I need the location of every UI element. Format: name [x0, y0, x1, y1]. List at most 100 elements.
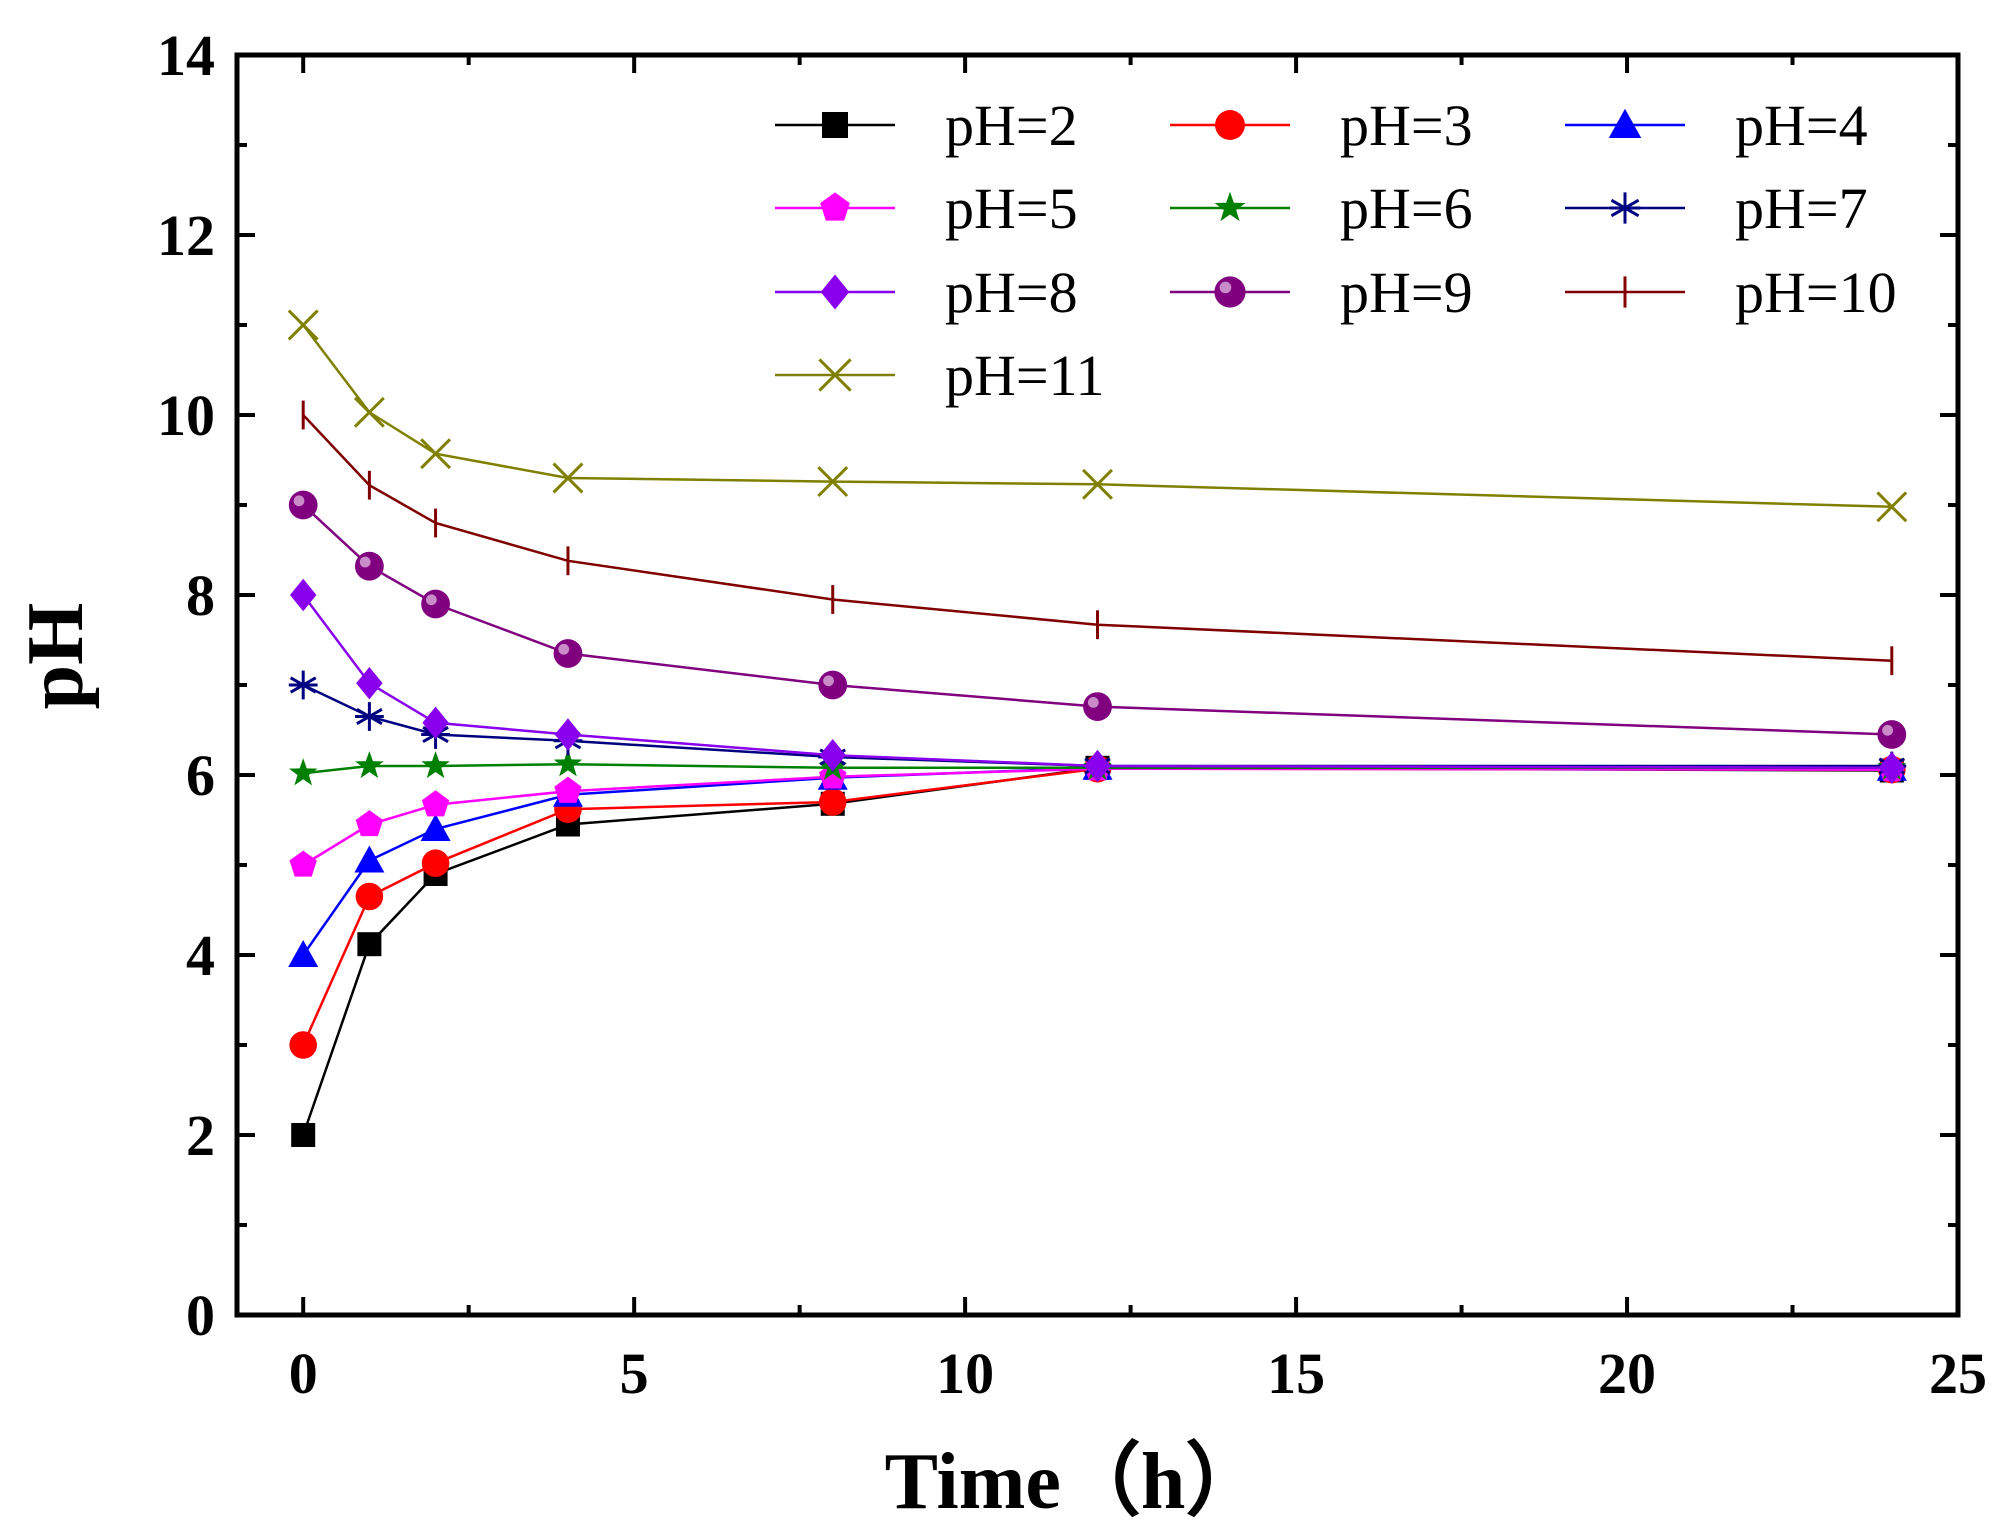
diamond-marker: [820, 274, 850, 310]
legend-label: pH=4: [1735, 93, 1868, 158]
sphere-body: [421, 589, 450, 619]
legend-item: pH=4: [1565, 93, 1868, 158]
series-ph-2: [291, 755, 1904, 1147]
x-tick-label: 25: [1929, 1341, 1987, 1406]
triangle-marker: [1608, 108, 1642, 138]
data-point: [291, 1123, 316, 1147]
series-layer: [287, 309, 1908, 1147]
asterisk-marker: [1609, 192, 1641, 224]
pentagon-marker: [820, 192, 850, 221]
data-point: [1083, 692, 1112, 721]
data-point: [421, 751, 450, 779]
sphere-highlight: [1087, 697, 1099, 708]
legend-item: pH=6: [1170, 176, 1473, 241]
legend-label: pH=11: [945, 343, 1104, 408]
y-tick-label: 12: [157, 203, 215, 268]
sphere-body: [818, 670, 848, 700]
data-point: [288, 490, 318, 520]
y-tick-label: 0: [186, 1283, 215, 1348]
data-point: [357, 932, 382, 957]
data-point: [1084, 749, 1111, 783]
x-tick-label: 20: [1598, 1341, 1656, 1406]
data-point: [289, 1031, 317, 1059]
sphere-body: [1877, 720, 1907, 749]
data-point: [553, 639, 583, 668]
legend-label: pH=6: [1340, 176, 1473, 241]
legend-item: pH=10: [1565, 260, 1897, 325]
data-point: [421, 790, 450, 817]
sphere-highlight: [558, 643, 570, 655]
data-point: [421, 849, 450, 877]
series-line: [302, 767, 1892, 1046]
data-point: [420, 438, 452, 470]
x-tick-label: 10: [936, 1341, 994, 1406]
x-tick-label: 0: [289, 1341, 318, 1406]
circle-marker: [1215, 110, 1245, 140]
data-point: [288, 758, 318, 786]
plot-frame: [234, 52, 1961, 1318]
data-point: [289, 850, 317, 877]
square-marker: [822, 112, 848, 138]
series-ph-11: [287, 309, 1908, 523]
x-stroke: [818, 358, 852, 392]
data-point: [354, 845, 385, 873]
x-stroke: [353, 396, 385, 428]
axes: 0 5 10 15 20 25 0 2 4 6 8 10 12 14: [157, 23, 1987, 1406]
y-axis-title: pH: [12, 603, 100, 710]
sphere-highlight: [1219, 281, 1232, 294]
x-stroke: [1876, 491, 1908, 523]
data-point: [1877, 720, 1907, 749]
data-point: [1878, 751, 1906, 784]
x-marker: [818, 358, 852, 392]
legend-label: pH=2: [945, 93, 1078, 158]
x-stroke: [552, 462, 584, 494]
y-tick-label: 4: [186, 923, 215, 988]
data-point: [289, 578, 317, 612]
x-stroke: [1082, 468, 1113, 500]
legend-item: pH=5: [775, 176, 1078, 241]
y-tick-label: 10: [157, 383, 215, 448]
x-stroke: [420, 438, 452, 470]
legend-label: pH=5: [945, 176, 1078, 241]
data-point: [354, 551, 384, 581]
sphere-marker: [1214, 276, 1246, 308]
sphere-highlight: [359, 556, 371, 568]
sphere-highlight: [293, 495, 305, 507]
data-point: [1082, 468, 1113, 500]
y-tick-label: 6: [186, 743, 215, 808]
legend-label: pH=8: [945, 260, 1078, 325]
series-line: [302, 766, 1892, 1136]
data-point: [355, 810, 384, 837]
sphere-highlight: [1882, 724, 1894, 736]
x-stroke: [287, 309, 319, 341]
x-tick-label: 5: [620, 1341, 649, 1406]
legend-item: pH=3: [1170, 93, 1473, 158]
sphere-body: [1083, 692, 1112, 721]
y-tick-label: 8: [186, 563, 215, 628]
data-point: [818, 670, 848, 700]
data-point: [553, 749, 583, 777]
sphere-highlight: [425, 594, 437, 606]
star-marker: [1214, 191, 1246, 222]
series-ph-3: [289, 754, 1906, 1059]
data-point: [819, 739, 846, 772]
legend-label: pH=3: [1340, 93, 1473, 158]
series-line: [302, 767, 1892, 867]
series-ph-4: [288, 752, 1907, 967]
x-axis-title: Time（h）: [885, 1438, 1266, 1526]
data-point: [355, 882, 384, 911]
legend-label: pH=7: [1735, 176, 1868, 241]
data-point: [552, 462, 584, 494]
data-point: [554, 718, 582, 751]
series-ph-8: [289, 578, 1906, 784]
y-tick-label: 14: [157, 23, 215, 88]
series-line: [302, 766, 1892, 956]
data-point: [422, 706, 449, 739]
legend: pH=2 pH=3 pH=4 pH=5 pH=6 pH=7 pH=8 pH=9 pH=10 pH=…: [775, 93, 1897, 408]
data-point: [288, 940, 319, 967]
legend-item: pH=7: [1565, 176, 1868, 241]
legend-item: pH=9: [1170, 260, 1473, 325]
data-point: [420, 814, 451, 841]
x-stroke: [817, 466, 849, 498]
data-point: [818, 788, 847, 816]
